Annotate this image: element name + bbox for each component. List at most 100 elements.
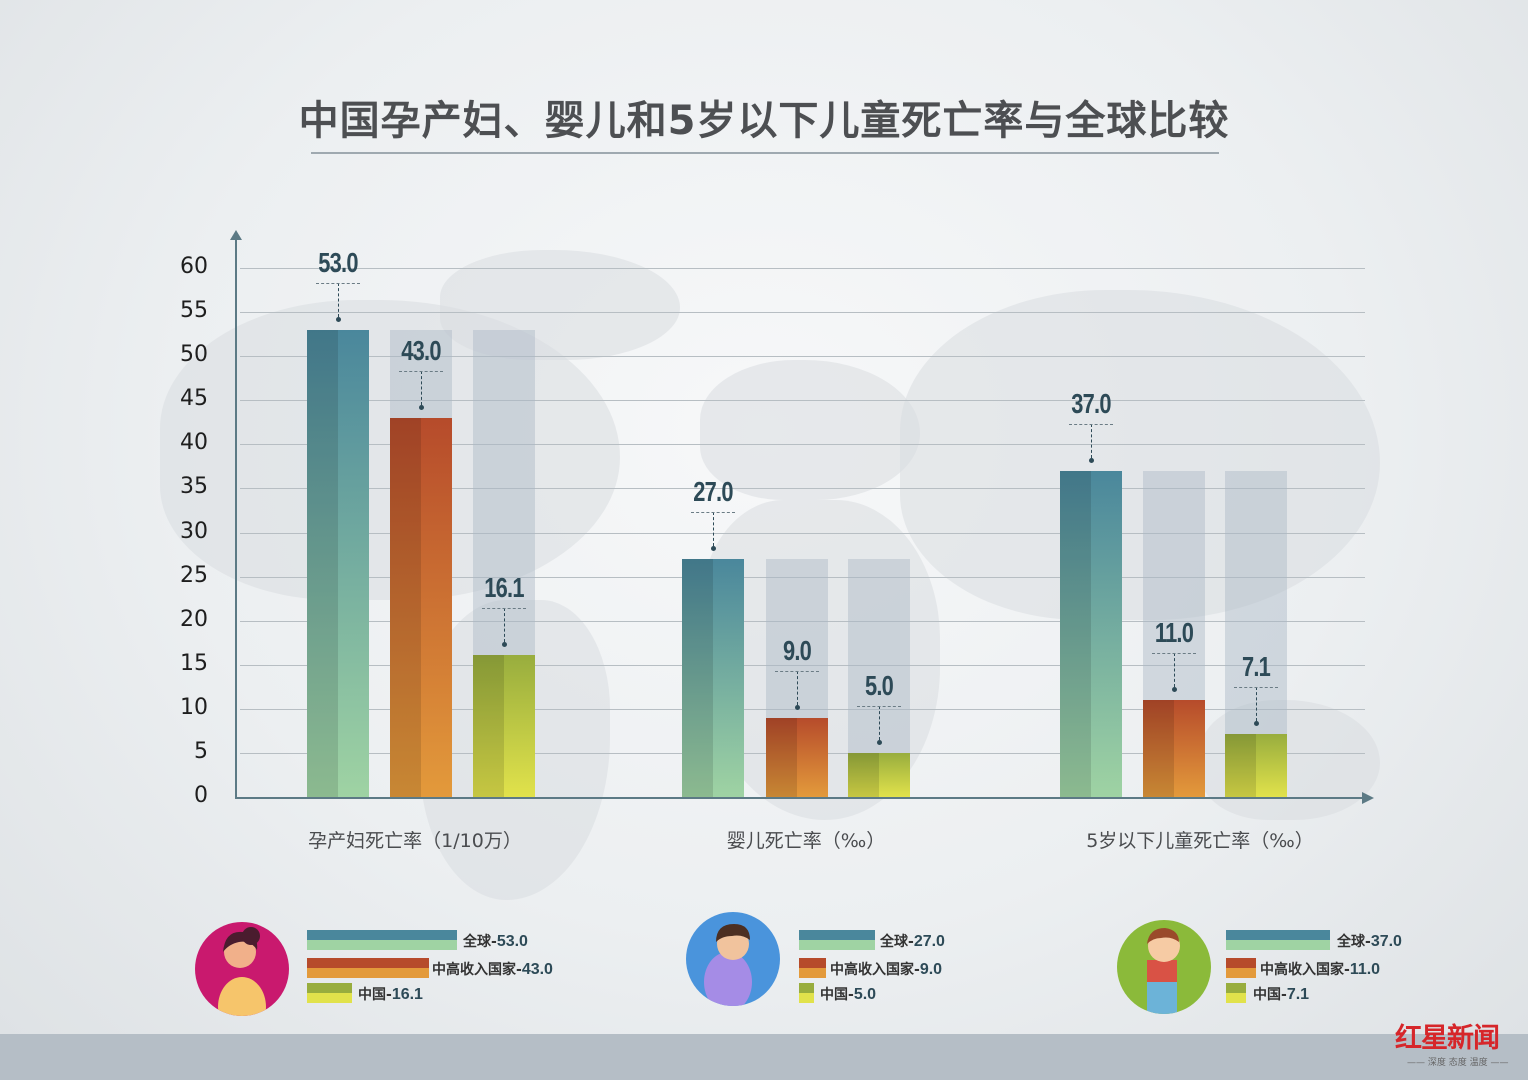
value-underline [775,671,819,672]
value-marker-dot [877,740,882,745]
y-tick-label: 50 [180,342,208,367]
y-axis-arrow-icon [230,230,242,240]
pregnant-woman-icon [195,922,289,1016]
legend-swatch-upper-middle-income [1226,958,1256,978]
value-leader-line [1091,424,1092,458]
gridline [240,268,1365,269]
bar-china [473,655,535,797]
legend-value: 11.0 [1349,961,1381,978]
category-label-under5: 5岁以下儿童死亡率（‰） [1086,830,1314,852]
swaddled-baby-icon [686,912,780,1006]
legend-label-global: 全球-37.0 [1337,931,1402,951]
value-label: 27.0 [693,476,733,507]
legend-series-name: 全球- [880,934,914,950]
legend-series-name: 全球- [463,934,497,950]
value-underline [399,371,443,372]
legend-swatch-china [307,983,352,1003]
world-map-europe [700,360,920,500]
bar-global [682,559,744,797]
y-tick-label: 30 [180,519,208,544]
value-leader-line [797,671,798,705]
value-leader-line [338,283,339,317]
legend-value: 53.0 [496,933,528,950]
value-underline [691,512,735,513]
legend-swatch-global [307,930,457,950]
bar-china [848,753,910,797]
title-divider [311,152,1219,154]
value-underline [1152,653,1196,654]
legend-series-name: 中高收入国家- [830,962,920,978]
bar-global [1060,471,1122,797]
world-map-asia [900,290,1380,620]
value-leader-line [1256,687,1257,721]
toddler-icon [1117,920,1211,1014]
legend-label-global: 全球-53.0 [463,931,528,951]
value-underline [1069,424,1113,425]
gridline [240,577,1365,578]
bar-upper-middle-income [1143,700,1205,797]
y-tick-label: 35 [180,474,208,499]
category-label-maternal: 孕产妇死亡率（1/10万） [308,830,522,852]
gridline [240,665,1365,666]
logo-slogan: —— 深度 态度 温度 —— [1407,1058,1509,1068]
gridline [240,709,1365,710]
legend-value: 5.0 [853,986,877,1003]
y-tick-label: 40 [180,430,208,455]
value-marker-dot [419,405,424,410]
y-tick-label: 0 [194,783,208,808]
legend-label-upper-middle-income: 中高收入国家-43.0 [432,959,553,979]
value-leader-line [421,371,422,405]
y-tick-label: 25 [180,563,208,588]
value-leader-line [504,608,505,642]
value-underline [857,706,901,707]
value-label: 9.0 [782,635,812,666]
y-tick-label: 20 [180,607,208,632]
footer-band [0,1034,1528,1080]
y-tick-label: 5 [194,739,208,764]
y-tick-label: 55 [180,298,208,323]
legend-label-china: 中国-5.0 [820,984,876,1004]
value-underline [316,283,360,284]
bar-global [307,330,369,797]
value-leader-line [879,706,880,740]
legend-label-upper-middle-income: 中高收入国家-11.0 [1260,959,1380,979]
value-label: 16.1 [484,572,524,603]
legend-swatch-global [1226,930,1330,950]
legend-label-china: 中国-7.1 [1253,984,1309,1004]
value-label: 37.0 [1071,388,1111,419]
chart-title: 中国孕产妇、婴儿和5岁以下儿童死亡率与全球比较 [298,98,1230,144]
x-axis-arrow-icon [1362,792,1374,804]
y-tick-label: 45 [180,386,208,411]
gridline [240,356,1365,357]
gridline [240,444,1365,445]
gridline [240,488,1365,489]
x-axis [235,797,1365,799]
value-label: 7.1 [1241,651,1271,682]
value-marker-dot [336,317,341,322]
legend-label-global: 全球-27.0 [880,931,945,951]
legend-swatch-china [799,983,814,1003]
legend-swatch-upper-middle-income [799,958,826,978]
y-tick-label: 10 [180,695,208,720]
value-marker-dot [795,705,800,710]
y-tick-label: 15 [180,651,208,676]
value-label: 43.0 [401,335,441,366]
value-marker-dot [1172,687,1177,692]
value-label: 53.0 [318,247,358,278]
gridline [240,621,1365,622]
legend-label-china: 中国-16.1 [358,984,423,1004]
legend-swatch-china [1226,983,1246,1003]
value-label: 5.0 [864,670,894,701]
gridline [240,400,1365,401]
value-leader-line [713,512,714,546]
logo-text: 红星新闻 [1395,1023,1500,1054]
value-underline [482,608,526,609]
gridline [240,312,1365,313]
value-leader-line [1174,653,1175,687]
legend-value: 43.0 [521,961,553,978]
bar-upper-middle-income [766,718,828,797]
value-marker-dot [1254,721,1259,726]
value-marker-dot [502,642,507,647]
value-marker-dot [1089,458,1094,463]
legend-value: 16.1 [391,986,423,1003]
